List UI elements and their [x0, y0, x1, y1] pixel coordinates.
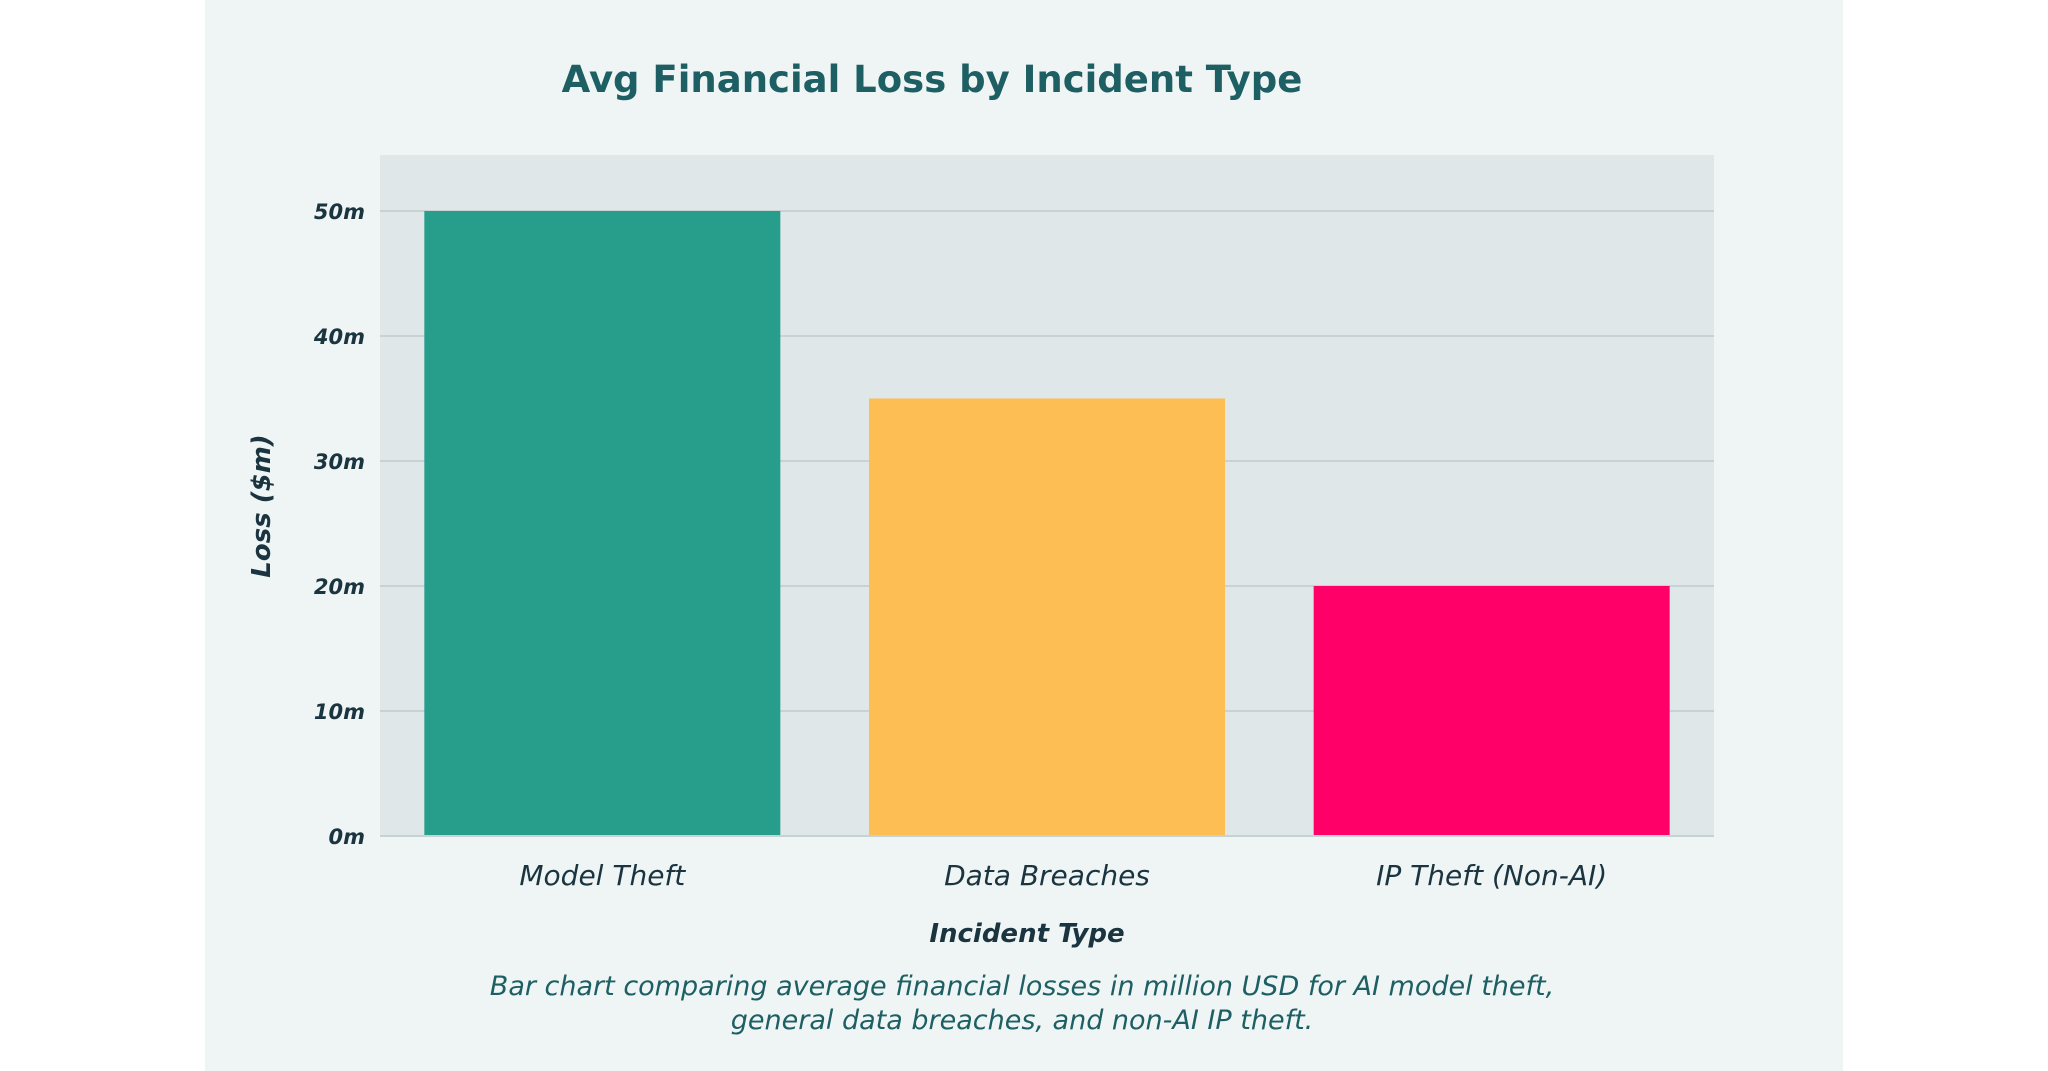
- y-tick-label: 40m: [313, 325, 365, 349]
- chart-title: Avg Financial Loss by Incident Type: [562, 58, 1303, 101]
- bar-chart: Avg Financial Loss by Incident Type 0m 10…: [247, 58, 1714, 1036]
- y-tick-label: 50m: [314, 200, 365, 224]
- chart-caption-line-1: Bar chart comparing average financial lo…: [490, 971, 1554, 1002]
- y-tick-labels: 0m 10m 20m 30m 40m 50m: [313, 200, 365, 849]
- chart-card: Avg Financial Loss by Incident Type 0m 10…: [205, 0, 1843, 1071]
- bar-data-breaches: [869, 398, 1225, 836]
- x-axis-title: Incident Type: [929, 919, 1124, 949]
- bar-ip-theft-non-ai: [1313, 586, 1670, 836]
- bar-model-theft: [424, 211, 781, 836]
- y-tick-label: 0m: [329, 825, 366, 849]
- x-tick-labels: Model Theft Data Breaches IP Theft (Non-AI…: [519, 859, 1607, 892]
- y-tick-label: 20m: [314, 575, 365, 599]
- x-tick-label: Data Breaches: [944, 859, 1150, 892]
- x-tick-label: IP Theft (Non-AI): [1376, 859, 1607, 892]
- y-tick-label: 30m: [314, 450, 365, 474]
- x-tick-label: Model Theft: [519, 859, 686, 892]
- bars: [424, 211, 1670, 836]
- y-tick-label: 10m: [314, 700, 365, 724]
- y-axis-title: Loss ($m): [247, 434, 277, 577]
- chart-caption-line-2: general data breaches, and non-AI IP the…: [731, 1005, 1314, 1036]
